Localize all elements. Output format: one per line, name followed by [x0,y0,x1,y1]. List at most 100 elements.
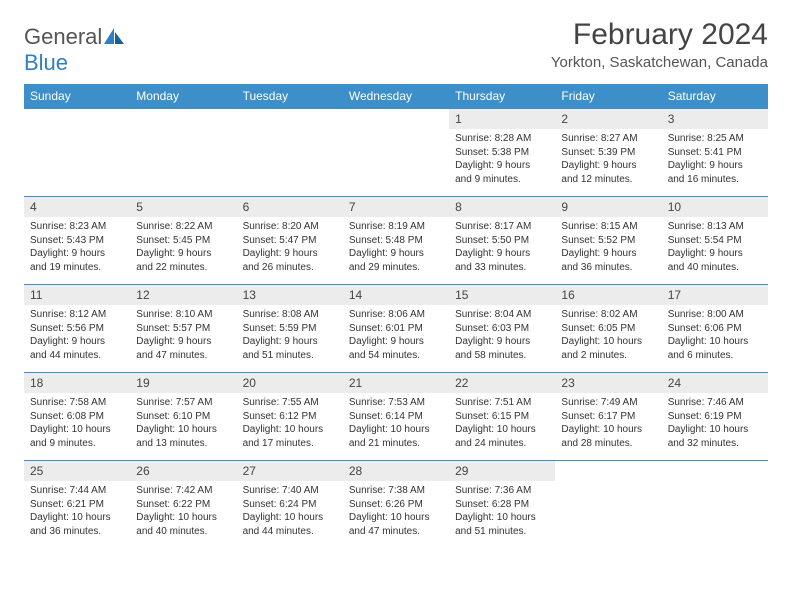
day-content: Sunrise: 8:15 AMSunset: 5:52 PMDaylight:… [555,217,661,278]
day-number: 14 [343,285,449,305]
day-number: 20 [237,373,343,393]
day-number: 18 [24,373,130,393]
calendar-cell [237,109,343,197]
day-number: 7 [343,197,449,217]
day-number: 8 [449,197,555,217]
day-number: 1 [449,109,555,129]
title-block: February 2024 Yorkton, Saskatchewan, Can… [551,18,768,71]
day-number: 21 [343,373,449,393]
day-header: Saturday [662,84,768,109]
calendar-cell: 11Sunrise: 8:12 AMSunset: 5:56 PMDayligh… [24,285,130,373]
day-number: 12 [130,285,236,305]
day-number: 23 [555,373,661,393]
day-number: 29 [449,461,555,481]
day-number: 2 [555,109,661,129]
day-number: 26 [130,461,236,481]
day-header: Wednesday [343,84,449,109]
day-number: 17 [662,285,768,305]
day-content: Sunrise: 8:28 AMSunset: 5:38 PMDaylight:… [449,129,555,190]
day-content: Sunrise: 8:22 AMSunset: 5:45 PMDaylight:… [130,217,236,278]
calendar-week: 18Sunrise: 7:58 AMSunset: 6:08 PMDayligh… [24,373,768,461]
calendar-cell: 27Sunrise: 7:40 AMSunset: 6:24 PMDayligh… [237,461,343,549]
sail-icon [104,28,124,49]
day-number: 6 [237,197,343,217]
day-content: Sunrise: 7:40 AMSunset: 6:24 PMDaylight:… [237,481,343,542]
day-content: Sunrise: 7:57 AMSunset: 6:10 PMDaylight:… [130,393,236,454]
day-header: Monday [130,84,236,109]
day-content: Sunrise: 8:12 AMSunset: 5:56 PMDaylight:… [24,305,130,366]
day-content: Sunrise: 8:20 AMSunset: 5:47 PMDaylight:… [237,217,343,278]
calendar-week: 4Sunrise: 8:23 AMSunset: 5:43 PMDaylight… [24,197,768,285]
calendar-cell: 1Sunrise: 8:28 AMSunset: 5:38 PMDaylight… [449,109,555,197]
calendar-cell [24,109,130,197]
day-content: Sunrise: 7:51 AMSunset: 6:15 PMDaylight:… [449,393,555,454]
calendar-cell: 19Sunrise: 7:57 AMSunset: 6:10 PMDayligh… [130,373,236,461]
calendar-cell: 5Sunrise: 8:22 AMSunset: 5:45 PMDaylight… [130,197,236,285]
day-number: 5 [130,197,236,217]
calendar-cell: 2Sunrise: 8:27 AMSunset: 5:39 PMDaylight… [555,109,661,197]
logo: General Blue [24,18,124,76]
calendar-cell: 26Sunrise: 7:42 AMSunset: 6:22 PMDayligh… [130,461,236,549]
calendar-cell: 28Sunrise: 7:38 AMSunset: 6:26 PMDayligh… [343,461,449,549]
calendar-cell: 13Sunrise: 8:08 AMSunset: 5:59 PMDayligh… [237,285,343,373]
day-number: 19 [130,373,236,393]
day-content: Sunrise: 7:46 AMSunset: 6:19 PMDaylight:… [662,393,768,454]
calendar-cell [130,109,236,197]
day-content: Sunrise: 8:19 AMSunset: 5:48 PMDaylight:… [343,217,449,278]
day-content: Sunrise: 7:58 AMSunset: 6:08 PMDaylight:… [24,393,130,454]
logo-text-1: General [24,24,102,49]
calendar-cell: 23Sunrise: 7:49 AMSunset: 6:17 PMDayligh… [555,373,661,461]
calendar-cell: 29Sunrise: 7:36 AMSunset: 6:28 PMDayligh… [449,461,555,549]
calendar-cell: 9Sunrise: 8:15 AMSunset: 5:52 PMDaylight… [555,197,661,285]
day-number: 4 [24,197,130,217]
day-number: 10 [662,197,768,217]
calendar-cell [662,461,768,549]
calendar-cell: 3Sunrise: 8:25 AMSunset: 5:41 PMDaylight… [662,109,768,197]
calendar-cell: 12Sunrise: 8:10 AMSunset: 5:57 PMDayligh… [130,285,236,373]
day-content: Sunrise: 7:36 AMSunset: 6:28 PMDaylight:… [449,481,555,542]
calendar-cell: 17Sunrise: 8:00 AMSunset: 6:06 PMDayligh… [662,285,768,373]
calendar-cell: 7Sunrise: 8:19 AMSunset: 5:48 PMDaylight… [343,197,449,285]
calendar-table: SundayMondayTuesdayWednesdayThursdayFrid… [24,84,768,549]
day-content: Sunrise: 8:04 AMSunset: 6:03 PMDaylight:… [449,305,555,366]
day-number: 22 [449,373,555,393]
day-number: 11 [24,285,130,305]
day-content: Sunrise: 8:23 AMSunset: 5:43 PMDaylight:… [24,217,130,278]
calendar-cell: 6Sunrise: 8:20 AMSunset: 5:47 PMDaylight… [237,197,343,285]
calendar-cell: 24Sunrise: 7:46 AMSunset: 6:19 PMDayligh… [662,373,768,461]
day-content: Sunrise: 8:06 AMSunset: 6:01 PMDaylight:… [343,305,449,366]
day-content: Sunrise: 7:44 AMSunset: 6:21 PMDaylight:… [24,481,130,542]
day-number: 28 [343,461,449,481]
day-number [662,461,768,467]
calendar-cell: 21Sunrise: 7:53 AMSunset: 6:14 PMDayligh… [343,373,449,461]
page-title: February 2024 [551,18,768,52]
calendar-week: 25Sunrise: 7:44 AMSunset: 6:21 PMDayligh… [24,461,768,549]
day-content: Sunrise: 8:13 AMSunset: 5:54 PMDaylight:… [662,217,768,278]
calendar-cell: 15Sunrise: 8:04 AMSunset: 6:03 PMDayligh… [449,285,555,373]
day-number [555,461,661,467]
calendar-cell: 20Sunrise: 7:55 AMSunset: 6:12 PMDayligh… [237,373,343,461]
day-header: Sunday [24,84,130,109]
calendar-cell: 14Sunrise: 8:06 AMSunset: 6:01 PMDayligh… [343,285,449,373]
day-number: 15 [449,285,555,305]
calendar-cell: 18Sunrise: 7:58 AMSunset: 6:08 PMDayligh… [24,373,130,461]
day-content: Sunrise: 7:49 AMSunset: 6:17 PMDaylight:… [555,393,661,454]
calendar-cell: 4Sunrise: 8:23 AMSunset: 5:43 PMDaylight… [24,197,130,285]
day-number [237,109,343,115]
calendar-week: 1Sunrise: 8:28 AMSunset: 5:38 PMDaylight… [24,109,768,197]
day-content: Sunrise: 8:08 AMSunset: 5:59 PMDaylight:… [237,305,343,366]
day-content: Sunrise: 8:17 AMSunset: 5:50 PMDaylight:… [449,217,555,278]
header: General Blue February 2024 Yorkton, Sask… [24,18,768,76]
calendar-cell: 16Sunrise: 8:02 AMSunset: 6:05 PMDayligh… [555,285,661,373]
day-number: 27 [237,461,343,481]
day-content: Sunrise: 8:10 AMSunset: 5:57 PMDaylight:… [130,305,236,366]
day-number [130,109,236,115]
calendar-cell [343,109,449,197]
day-header: Friday [555,84,661,109]
day-header-row: SundayMondayTuesdayWednesdayThursdayFrid… [24,84,768,109]
day-header: Tuesday [237,84,343,109]
calendar-cell: 8Sunrise: 8:17 AMSunset: 5:50 PMDaylight… [449,197,555,285]
day-content: Sunrise: 7:42 AMSunset: 6:22 PMDaylight:… [130,481,236,542]
day-content: Sunrise: 8:02 AMSunset: 6:05 PMDaylight:… [555,305,661,366]
logo-text-2: Blue [24,50,68,75]
